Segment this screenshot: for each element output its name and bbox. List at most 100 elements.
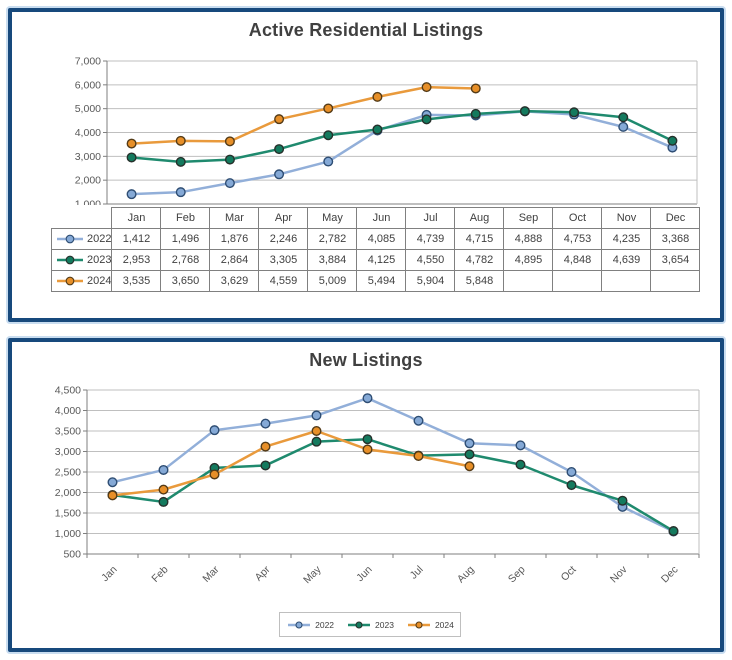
series-row-2022: 2022 1,412 1,496 1,876 2,246 2,782 4,085 4,739 4…	[50, 228, 701, 250]
value-cell: 3,650	[160, 270, 211, 292]
series-label: 2024	[87, 275, 112, 287]
svg-text:May: May	[301, 563, 324, 586]
value-cell: 4,888	[503, 228, 554, 250]
svg-text:3,000: 3,000	[55, 446, 81, 458]
value-cell: 4,550	[405, 249, 456, 271]
month-header-cell: Aug	[454, 207, 505, 229]
legend-label: 2024	[434, 619, 454, 630]
value-cell: 4,235	[601, 228, 652, 250]
series-key-icon-2024	[407, 620, 430, 629]
series-key-icon-2023	[348, 620, 371, 629]
value-cell: 4,125	[356, 249, 407, 271]
series-legend-cell: 2024	[50, 270, 113, 292]
value-cell: 4,895	[503, 249, 554, 271]
svg-text:Mar: Mar	[200, 563, 222, 585]
value-cell: 3,629	[209, 270, 260, 292]
value-cell: 3,305	[258, 249, 309, 271]
svg-text:4,000: 4,000	[75, 127, 101, 139]
svg-text:2,000: 2,000	[55, 487, 81, 499]
month-header-cell: May	[307, 207, 358, 229]
series-label: 2023	[87, 254, 112, 266]
svg-text:7,000: 7,000	[75, 56, 101, 68]
month-header-cell: Jan	[111, 207, 162, 229]
series-key-icon-2024	[57, 276, 83, 286]
value-cell: 1,412	[111, 228, 162, 250]
value-cell	[650, 270, 701, 292]
svg-text:2,000: 2,000	[75, 175, 101, 187]
active-listings-title: Active Residential Listings	[248, 20, 484, 40]
new-listings-line-chart: 4,500 4,000 3,500 3,000 2,500 2,000 1,500 1,000…	[55, 385, 700, 586]
series-legend-cell: 2023	[50, 249, 113, 271]
value-cell: 3,368	[650, 228, 701, 250]
series-row-2023: 2023 2,953 2,768 2,864 3,305 3,884 4,125 4,550 4…	[50, 249, 701, 271]
active-listings-line-chart: 7,000 6,000 5,000 4,000 3,000 2,000 1,000	[75, 56, 698, 206]
month-header-row: Jan Feb Mar Apr May Jun Jul Aug Sep Oct Nov Dec	[52, 207, 701, 229]
value-cell: 3,535	[111, 270, 162, 292]
legend-item-2023: 2023	[346, 620, 394, 630]
value-cell: 2,246	[258, 228, 309, 250]
svg-text:Jul: Jul	[408, 564, 426, 582]
value-cell: 2,782	[307, 228, 358, 250]
svg-text:Sep: Sep	[506, 564, 528, 586]
value-cell: 4,085	[356, 228, 407, 250]
value-cell: 2,953	[111, 249, 162, 271]
value-cell: 5,009	[307, 270, 358, 292]
value-cell: 1,876	[209, 228, 260, 250]
series-label: 2022	[87, 233, 112, 245]
active-listings-data-table: Jan Feb Mar Apr May Jun Jul Aug Sep Oct Nov Dec 2022…	[50, 207, 701, 292]
value-cell: 4,753	[552, 228, 603, 250]
new-listings-panel: New Listings 4,500 4,000 3,500 3,000 2,500 2,…	[8, 338, 724, 652]
value-cell: 5,494	[356, 270, 407, 292]
series-key-icon-2022	[288, 620, 311, 629]
value-cell: 1,496	[160, 228, 211, 250]
legend-item-2022: 2022	[286, 620, 334, 630]
svg-text:4,500: 4,500	[55, 385, 81, 397]
svg-text:Jun: Jun	[354, 564, 375, 585]
svg-text:Apr: Apr	[253, 563, 273, 583]
svg-text:Feb: Feb	[149, 564, 170, 585]
value-cell: 2,864	[209, 249, 260, 271]
value-cell: 3,884	[307, 249, 358, 271]
svg-text:1,000: 1,000	[75, 199, 101, 206]
svg-text:2,500: 2,500	[55, 467, 81, 479]
series-key-icon-2023	[57, 255, 83, 265]
month-header-cell: Mar	[209, 207, 260, 229]
value-cell: 5,904	[405, 270, 456, 292]
new-listings-title: New Listings	[309, 350, 423, 370]
month-header-cell: Jul	[405, 207, 456, 229]
legend-label: 2023	[375, 619, 394, 630]
value-cell: 4,559	[258, 270, 309, 292]
value-cell	[601, 270, 652, 292]
value-cell: 2,768	[160, 249, 211, 271]
svg-text:Aug: Aug	[455, 564, 477, 586]
svg-text:3,000: 3,000	[75, 151, 101, 163]
month-header-cell: Oct	[552, 207, 603, 229]
value-cell	[503, 270, 554, 292]
chart-legend: 2022 2023 2024	[279, 612, 461, 637]
svg-text:1,000: 1,000	[55, 528, 81, 540]
month-header-cell: Jun	[356, 207, 407, 229]
svg-text:5,000: 5,000	[75, 103, 101, 115]
month-header-cell: Sep	[503, 207, 554, 229]
value-cell: 4,782	[454, 249, 505, 271]
value-cell: 4,715	[454, 228, 505, 250]
legend-item-2024: 2024	[406, 620, 454, 630]
value-cell: 4,848	[552, 249, 603, 271]
month-header-cell: Nov	[601, 207, 652, 229]
svg-text:Oct: Oct	[559, 564, 579, 584]
svg-text:3,500: 3,500	[55, 426, 81, 438]
svg-text:4,000: 4,000	[55, 405, 81, 417]
legend-label: 2022	[315, 619, 335, 630]
value-cell: 4,639	[601, 249, 652, 271]
svg-text:500: 500	[63, 549, 81, 561]
svg-text:6,000: 6,000	[75, 79, 101, 91]
month-header-cell: Apr	[258, 207, 309, 229]
svg-text:Nov: Nov	[608, 563, 630, 585]
month-header-cell: Dec	[650, 207, 701, 229]
svg-text:1,500: 1,500	[55, 508, 81, 520]
active-residential-listings-panel: Active Residential Listings 7,000 6,000 5,…	[8, 8, 724, 322]
svg-text:Jan: Jan	[99, 564, 120, 585]
value-cell: 5,848	[454, 270, 505, 292]
value-cell: 3,654	[650, 249, 701, 271]
value-cell	[552, 270, 603, 292]
